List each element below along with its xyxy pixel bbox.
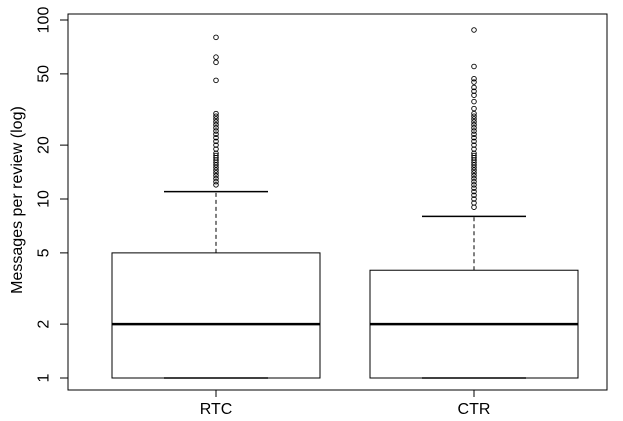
outlier-point bbox=[471, 185, 477, 191]
outlier-point bbox=[213, 119, 219, 125]
outlier-point bbox=[471, 27, 477, 33]
outlier-point bbox=[213, 116, 219, 122]
x-tick-label-rtc: RTC bbox=[200, 401, 233, 418]
x-axis: RTC CTR bbox=[200, 390, 491, 418]
outlier-point bbox=[471, 121, 477, 128]
y-tick-label-100: 100 bbox=[36, 7, 53, 34]
outlier-point bbox=[471, 182, 477, 188]
outlier-point bbox=[213, 77, 219, 84]
outlier-point bbox=[213, 167, 219, 173]
outlier-point bbox=[213, 172, 219, 179]
outlier-point bbox=[471, 138, 477, 145]
outlier-point bbox=[471, 84, 477, 91]
box-rtc bbox=[111, 34, 321, 379]
outlier-point bbox=[471, 200, 477, 206]
outlier-point bbox=[471, 175, 477, 182]
outlier-point bbox=[213, 34, 219, 41]
outlier-point bbox=[471, 146, 477, 152]
y-tick-label-10: 10 bbox=[36, 190, 53, 208]
outlier-point bbox=[213, 128, 219, 134]
y-axis: 1 2 5 10 20 50 100 bbox=[36, 7, 68, 382]
outlier-point bbox=[213, 59, 219, 66]
y-tick-label-50: 50 bbox=[36, 65, 53, 83]
outlier-point bbox=[471, 152, 477, 159]
outlier-point bbox=[471, 88, 477, 94]
outlier-point bbox=[471, 75, 477, 82]
outlier-point bbox=[471, 105, 477, 112]
outlier-point bbox=[213, 152, 219, 159]
outlier-point bbox=[471, 178, 477, 185]
box-body-rtc bbox=[111, 252, 321, 379]
outlier-point bbox=[471, 142, 477, 148]
outlier-point bbox=[471, 170, 477, 176]
outlier-point bbox=[471, 134, 477, 141]
outlier-point bbox=[471, 131, 477, 138]
outlier-point bbox=[213, 134, 219, 141]
outlier-point bbox=[471, 192, 477, 198]
outlier-point bbox=[471, 92, 477, 98]
outlier-point bbox=[471, 167, 477, 173]
outlier-point bbox=[213, 146, 219, 152]
outlier-point bbox=[471, 119, 477, 125]
x-tick-label-ctr: CTR bbox=[458, 401, 491, 418]
y-axis-label: Messages per review (log) bbox=[9, 106, 26, 294]
outlier-point bbox=[213, 125, 219, 131]
box-ctr bbox=[369, 27, 579, 379]
outlier-point bbox=[213, 110, 219, 117]
outlier-point bbox=[213, 178, 219, 185]
y-tick-label-2: 2 bbox=[36, 320, 53, 329]
y-tick-label-1: 1 bbox=[36, 373, 53, 382]
outlier-point bbox=[213, 121, 219, 128]
plot-frame bbox=[67, 13, 608, 391]
outlier-point bbox=[471, 63, 477, 70]
outlier-point bbox=[471, 116, 477, 122]
outlier-point bbox=[471, 188, 477, 195]
outlier-point bbox=[471, 79, 477, 85]
outlier-point bbox=[471, 125, 477, 131]
outlier-point bbox=[213, 182, 219, 188]
boxes-layer bbox=[111, 27, 579, 379]
outlier-point bbox=[213, 142, 219, 148]
outlier-point bbox=[471, 128, 477, 134]
outlier-point bbox=[471, 196, 477, 202]
outlier-point bbox=[213, 131, 219, 138]
outlier-point bbox=[471, 98, 477, 105]
outlier-point bbox=[471, 172, 477, 179]
outlier-point bbox=[471, 113, 477, 119]
y-tick-label-5: 5 bbox=[36, 248, 53, 257]
outlier-point bbox=[213, 170, 219, 176]
y-tick-label-20: 20 bbox=[36, 136, 53, 154]
outlier-point bbox=[213, 175, 219, 182]
outlier-point bbox=[213, 113, 219, 119]
outlier-point bbox=[213, 138, 219, 145]
outlier-point bbox=[213, 54, 219, 60]
